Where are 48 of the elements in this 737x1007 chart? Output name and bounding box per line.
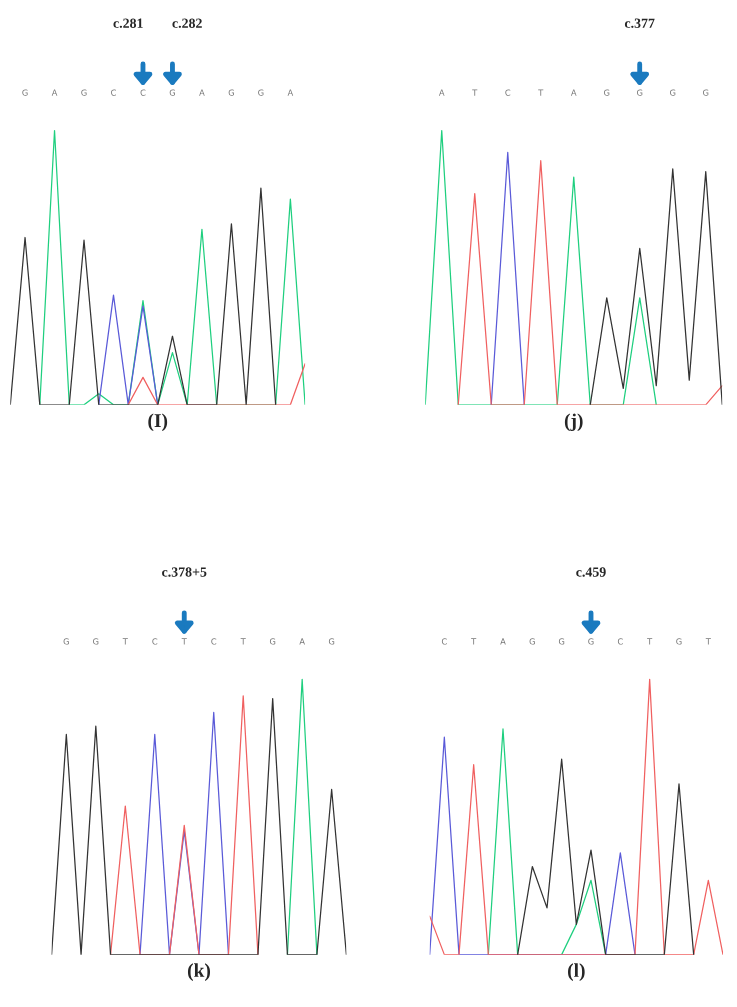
- x-axis-title: (j): [564, 413, 583, 432]
- x-tick-label: G: [558, 638, 565, 645]
- x-tick-label: G: [703, 89, 709, 96]
- x-tick-label: A: [570, 89, 577, 96]
- x-tick-label: G: [603, 89, 610, 96]
- x-tick-label: G: [81, 89, 87, 96]
- x-tick-label: C: [152, 638, 158, 645]
- x-tick-label: T: [647, 638, 653, 645]
- x-tick-label: G: [529, 638, 535, 645]
- x-tick-label: C: [441, 638, 447, 645]
- x-tick-label: G: [228, 89, 234, 96]
- x-tick-label: T: [472, 89, 478, 96]
- text: c.282: [172, 18, 202, 28]
- x-tick-label: T: [181, 638, 187, 645]
- x-tick-label: C: [617, 638, 623, 645]
- x-tick-label: T: [705, 638, 711, 645]
- x-tick-label: T: [471, 638, 477, 645]
- x-tick-label: G: [328, 638, 335, 645]
- x-tick-label: T: [122, 638, 128, 645]
- text: c.459: [576, 567, 606, 577]
- x-tick-label: C: [111, 89, 116, 96]
- x-tick-label: A: [500, 638, 506, 645]
- x-axis-title: (l): [568, 963, 585, 981]
- x-tick-label: A: [287, 89, 294, 96]
- x-tick-label: G: [269, 638, 276, 645]
- x-tick-label: G: [63, 638, 69, 645]
- x-tick-label: G: [676, 638, 682, 645]
- x-tick-label: C: [140, 89, 146, 96]
- x-tick-label: A: [199, 89, 205, 96]
- x-tick-label: T: [240, 638, 246, 645]
- x-tick-label: G: [588, 638, 594, 645]
- text: c.378+5: [162, 567, 207, 577]
- x-tick-label: G: [169, 89, 175, 96]
- x-tick-label: T: [538, 89, 544, 96]
- x-tick-label: C: [211, 638, 217, 645]
- text: c.377: [624, 18, 655, 28]
- x-tick-label: G: [637, 89, 643, 96]
- x-tick-label: G: [93, 638, 99, 645]
- x-axis-title: (k): [187, 963, 211, 981]
- x-tick-label: A: [51, 89, 58, 96]
- x-tick-label: C: [505, 89, 511, 96]
- x-axis-title: (I): [148, 413, 168, 432]
- text: c.281: [113, 18, 143, 28]
- x-tick-label: A: [299, 638, 305, 645]
- x-tick-label: A: [438, 89, 445, 96]
- x-tick-label: G: [22, 89, 28, 96]
- x-tick-label: G: [670, 89, 676, 96]
- x-tick-label: G: [258, 89, 264, 96]
